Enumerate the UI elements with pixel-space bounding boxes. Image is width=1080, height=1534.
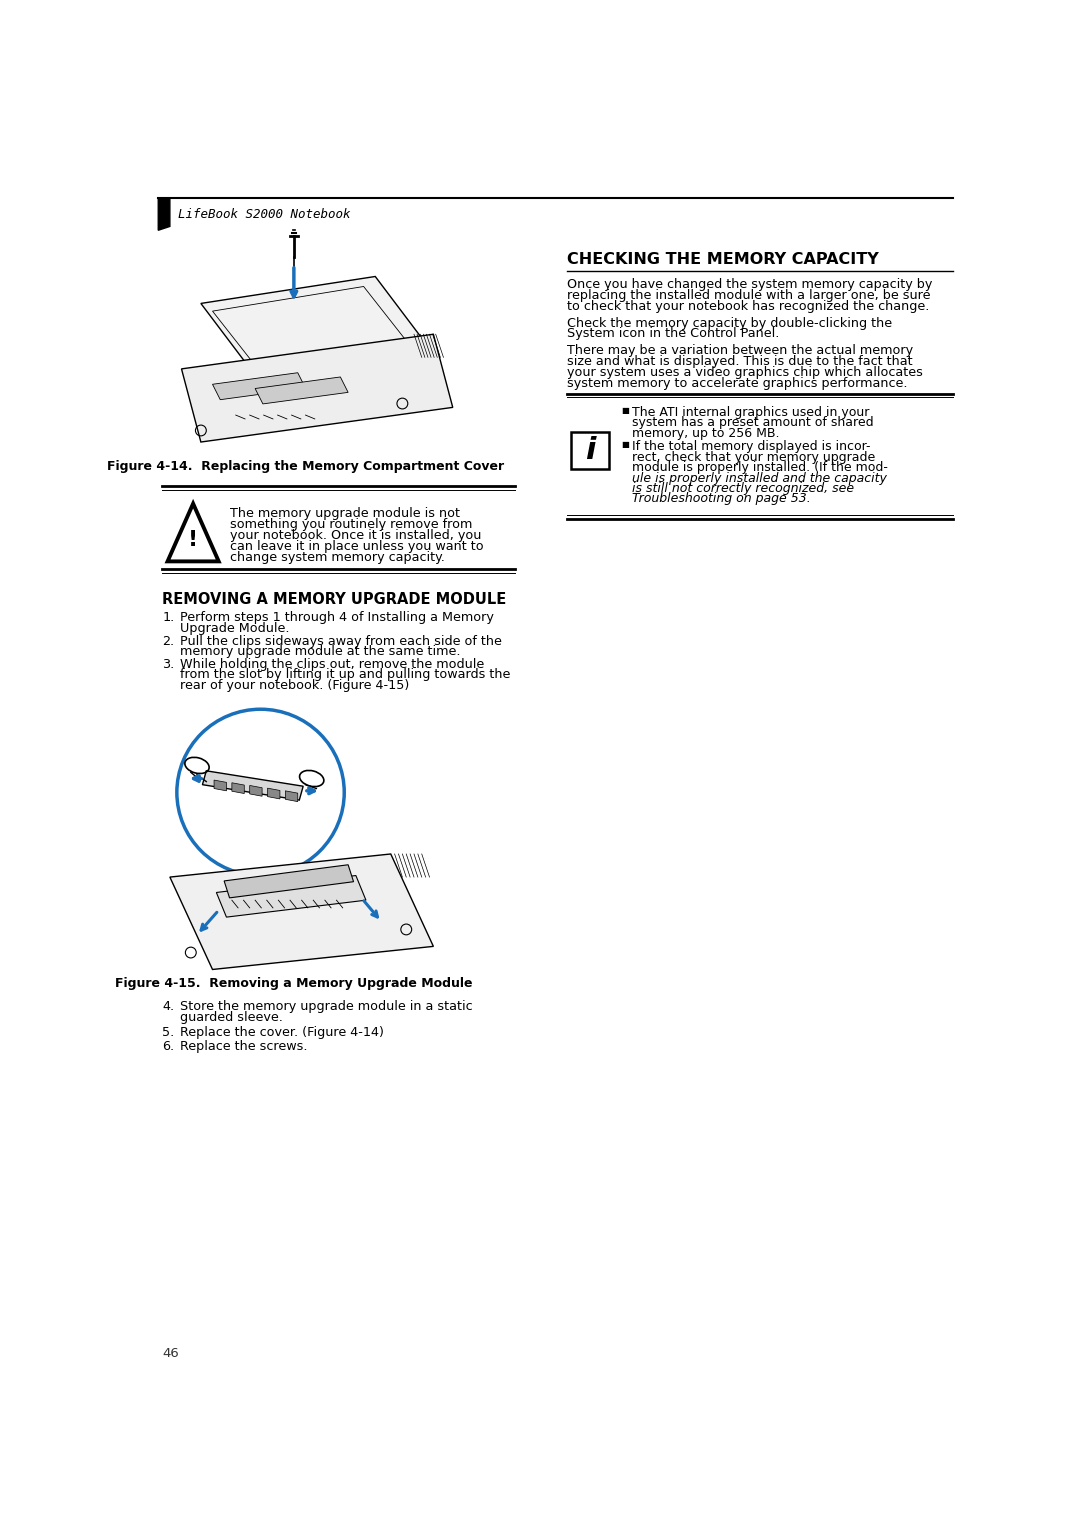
Text: Replace the screws.: Replace the screws. (180, 1040, 308, 1054)
Text: 46: 46 (162, 1347, 179, 1359)
Text: 5.: 5. (162, 1026, 174, 1039)
Text: Once you have changed the system memory capacity by: Once you have changed the system memory … (567, 278, 933, 291)
Text: your system uses a video graphics chip which allocates: your system uses a video graphics chip w… (567, 365, 923, 379)
Polygon shape (232, 782, 244, 793)
Text: can leave it in place unless you want to: can leave it in place unless you want to (230, 540, 483, 552)
Text: Figure 4-15.  Removing a Memory Upgrade Module: Figure 4-15. Removing a Memory Upgrade M… (116, 977, 473, 989)
Text: Upgrade Module.: Upgrade Module. (180, 623, 289, 635)
Text: something you routinely remove from: something you routinely remove from (230, 518, 472, 531)
Text: System icon in the Control Panel.: System icon in the Control Panel. (567, 327, 780, 341)
Polygon shape (202, 770, 303, 801)
Text: Replace the cover. (Figure 4-14): Replace the cover. (Figure 4-14) (180, 1026, 383, 1039)
Polygon shape (213, 373, 306, 400)
Polygon shape (255, 377, 348, 403)
Text: guarded sleeve.: guarded sleeve. (180, 1011, 283, 1025)
Text: Perform steps 1 through 4 of Installing a Memory: Perform steps 1 through 4 of Installing … (180, 612, 494, 624)
Text: system memory to accelerate graphics performance.: system memory to accelerate graphics per… (567, 376, 908, 390)
Polygon shape (181, 334, 453, 442)
Text: 2.: 2. (162, 635, 174, 647)
Text: ■: ■ (622, 407, 630, 414)
Text: i: i (584, 436, 595, 465)
Polygon shape (170, 854, 433, 969)
Polygon shape (201, 276, 422, 365)
Text: If the total memory displayed is incor-: If the total memory displayed is incor- (632, 440, 870, 454)
Text: LifeBook S2000 Notebook: LifeBook S2000 Notebook (177, 209, 350, 221)
Text: 6.: 6. (162, 1040, 174, 1054)
Text: change system memory capacity.: change system memory capacity. (230, 551, 445, 563)
Text: Figure 4-14.  Replacing the Memory Compartment Cover: Figure 4-14. Replacing the Memory Compar… (107, 460, 504, 472)
Text: memory, up to 256 MB.: memory, up to 256 MB. (632, 426, 780, 440)
Polygon shape (285, 792, 298, 802)
Text: Store the memory upgrade module in a static: Store the memory upgrade module in a sta… (180, 1000, 473, 1014)
Text: to check that your notebook has recognized the change.: to check that your notebook has recogniz… (567, 299, 930, 313)
Text: The ATI internal graphics used in your: The ATI internal graphics used in your (632, 407, 869, 419)
Text: from the slot by lifting it up and pulling towards the: from the slot by lifting it up and pulli… (180, 669, 511, 681)
Text: Check the memory capacity by double-clicking the: Check the memory capacity by double-clic… (567, 316, 892, 330)
Text: ■: ■ (622, 440, 630, 449)
Text: !: ! (188, 529, 199, 549)
Text: rect, check that your memory upgrade: rect, check that your memory upgrade (632, 451, 875, 463)
Text: There may be a variation between the actual memory: There may be a variation between the act… (567, 344, 914, 357)
Text: module is properly installed. (If the mod-: module is properly installed. (If the mo… (632, 462, 888, 474)
Text: your notebook. Once it is installed, you: your notebook. Once it is installed, you (230, 529, 481, 542)
Polygon shape (249, 785, 262, 796)
Polygon shape (159, 198, 170, 230)
Text: memory upgrade module at the same time.: memory upgrade module at the same time. (180, 646, 460, 658)
Text: The memory upgrade module is not: The memory upgrade module is not (230, 508, 460, 520)
Text: replacing the installed module with a larger one, be sure: replacing the installed module with a la… (567, 288, 931, 302)
Polygon shape (268, 788, 280, 799)
Text: rear of your notebook. (Figure 4-15): rear of your notebook. (Figure 4-15) (180, 680, 409, 692)
Polygon shape (216, 876, 366, 917)
Text: CHECKING THE MEMORY CAPACITY: CHECKING THE MEMORY CAPACITY (567, 252, 879, 267)
Text: ule is properly installed and the capacity: ule is properly installed and the capaci… (632, 471, 887, 485)
Polygon shape (214, 781, 227, 792)
Text: system has a preset amount of shared: system has a preset amount of shared (632, 416, 874, 430)
Text: 3.: 3. (162, 658, 174, 670)
Text: 1.: 1. (162, 612, 174, 624)
Text: 4.: 4. (162, 1000, 174, 1014)
Text: While holding the clips out, remove the module: While holding the clips out, remove the … (180, 658, 484, 670)
Text: Pull the clips sideways away from each side of the: Pull the clips sideways away from each s… (180, 635, 502, 647)
Text: is still not correctly recognized, see: is still not correctly recognized, see (632, 482, 854, 495)
Text: size and what is displayed. This is due to the fact that: size and what is displayed. This is due … (567, 354, 913, 368)
Text: REMOVING A MEMORY UPGRADE MODULE: REMOVING A MEMORY UPGRADE MODULE (162, 592, 507, 607)
Polygon shape (225, 865, 353, 897)
Circle shape (177, 709, 345, 876)
Text: Troubleshooting on page 53.: Troubleshooting on page 53. (632, 492, 810, 506)
